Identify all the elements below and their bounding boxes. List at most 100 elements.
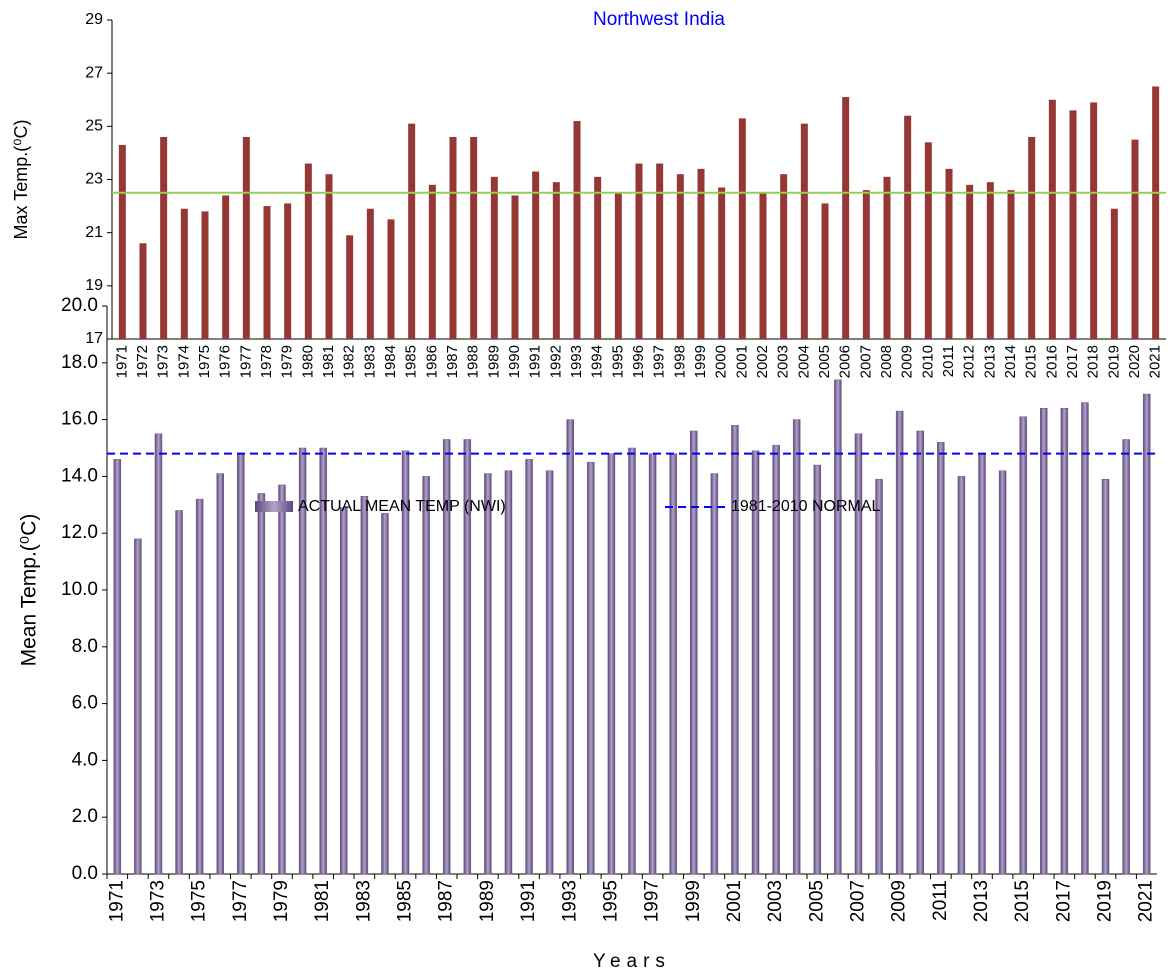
bar — [656, 163, 664, 339]
bar — [242, 136, 250, 339]
bar — [118, 144, 126, 339]
bar — [449, 136, 457, 339]
x-tick-label: 2016 — [1043, 345, 1060, 378]
bar — [800, 123, 808, 339]
bar — [545, 470, 554, 875]
x-tick-label: 1976 — [217, 345, 234, 378]
x-tick-label: 1997 — [642, 880, 663, 922]
x-tick-label: 2007 — [857, 345, 874, 378]
bar — [381, 513, 389, 875]
x-tick-label: 1999 — [683, 880, 704, 922]
x-tick-label: 1999 — [692, 345, 709, 378]
x-tick-label: 2003 — [775, 345, 792, 378]
bar — [463, 439, 472, 875]
y-tick-label: 27 — [85, 64, 103, 81]
bar — [854, 433, 863, 875]
bar — [945, 168, 953, 339]
bar — [428, 184, 436, 339]
x-tick-label: 2017 — [1053, 880, 1074, 922]
bar — [175, 510, 183, 875]
bar — [1110, 208, 1118, 339]
bar — [442, 439, 451, 875]
bar — [842, 97, 850, 339]
bar — [284, 203, 292, 339]
bar — [408, 123, 416, 339]
x-tick-label: 1988 — [465, 345, 482, 378]
x-tick-label: 1989 — [485, 345, 502, 378]
bar — [139, 243, 147, 339]
x-tick-label: 2005 — [816, 345, 833, 378]
bar — [587, 461, 595, 875]
bar — [298, 447, 307, 875]
x-tick-label: 1997 — [651, 345, 668, 378]
x-tick-label: 1990 — [506, 345, 523, 378]
bar — [1028, 136, 1036, 339]
x-tick-label: 2005 — [806, 880, 827, 922]
bar — [154, 433, 163, 875]
x-tick-label: 2009 — [899, 345, 916, 378]
bar — [1019, 416, 1027, 875]
x-tick-label: 2018 — [1085, 345, 1102, 378]
bar — [792, 419, 801, 875]
bar — [340, 507, 348, 875]
bar — [532, 171, 540, 339]
x-tick-label: 2007 — [847, 880, 868, 922]
x-tick-label: 1974 — [175, 345, 192, 378]
bar — [676, 174, 684, 339]
x-tick-label: 2019 — [1105, 345, 1122, 378]
bar — [1007, 190, 1015, 339]
y-tick-label: 21 — [85, 224, 103, 241]
bar — [504, 470, 513, 875]
bar — [697, 168, 705, 339]
bar — [986, 182, 994, 339]
bar — [470, 136, 478, 339]
x-tick-label: 1987 — [444, 345, 461, 378]
x-tick-label: 2013 — [981, 345, 998, 378]
bar — [710, 473, 719, 875]
y-tick-label: 4.0 — [72, 749, 98, 770]
bar — [387, 219, 395, 339]
x-tick-label: 2021 — [1147, 345, 1164, 378]
bar — [821, 203, 829, 339]
x-tick-label: 2011 — [930, 880, 951, 921]
y-tick-label: 20.0 — [61, 295, 98, 316]
x-tick-label: 1987 — [436, 880, 457, 922]
bar — [862, 190, 870, 339]
chart-title: Northwest India — [593, 9, 725, 30]
x-tick-label: 2002 — [754, 345, 771, 378]
x-tick-label: 1992 — [547, 345, 564, 378]
x-tick-label: 1993 — [568, 345, 585, 378]
y-tick-label: 16.0 — [61, 409, 98, 430]
x-tick-label: 1977 — [237, 345, 254, 378]
y-tick-label: 14.0 — [61, 465, 98, 486]
bar — [422, 476, 430, 875]
bar — [366, 208, 374, 339]
x-tick-label: 1971 — [113, 345, 130, 378]
bar — [780, 174, 788, 339]
x-tick-label: 1995 — [609, 345, 626, 378]
bar — [195, 498, 204, 875]
bar — [718, 187, 726, 339]
bar — [924, 142, 932, 339]
x-tick-label: 2003 — [765, 880, 786, 922]
bar — [998, 470, 1007, 875]
bar — [1122, 439, 1130, 875]
y-tick-label: 23 — [85, 171, 103, 188]
x-tick-label: 1981 — [312, 880, 333, 922]
x-tick-label: 1998 — [671, 345, 688, 378]
bar — [895, 410, 904, 875]
bar — [957, 476, 966, 875]
bar — [966, 184, 974, 339]
x-tick-label: 2019 — [1095, 880, 1116, 922]
bar — [511, 195, 519, 339]
bar — [607, 453, 616, 875]
bar — [278, 484, 286, 875]
x-tick-label: 2001 — [733, 345, 750, 378]
bar — [1081, 402, 1089, 875]
x-tick-label: 1995 — [600, 880, 621, 922]
y-tick-label: 8.0 — [72, 636, 98, 657]
bar — [813, 464, 822, 875]
x-tick-label: 2021 — [1136, 880, 1157, 922]
bar — [614, 192, 622, 339]
x-tick-label: 1993 — [559, 880, 580, 922]
